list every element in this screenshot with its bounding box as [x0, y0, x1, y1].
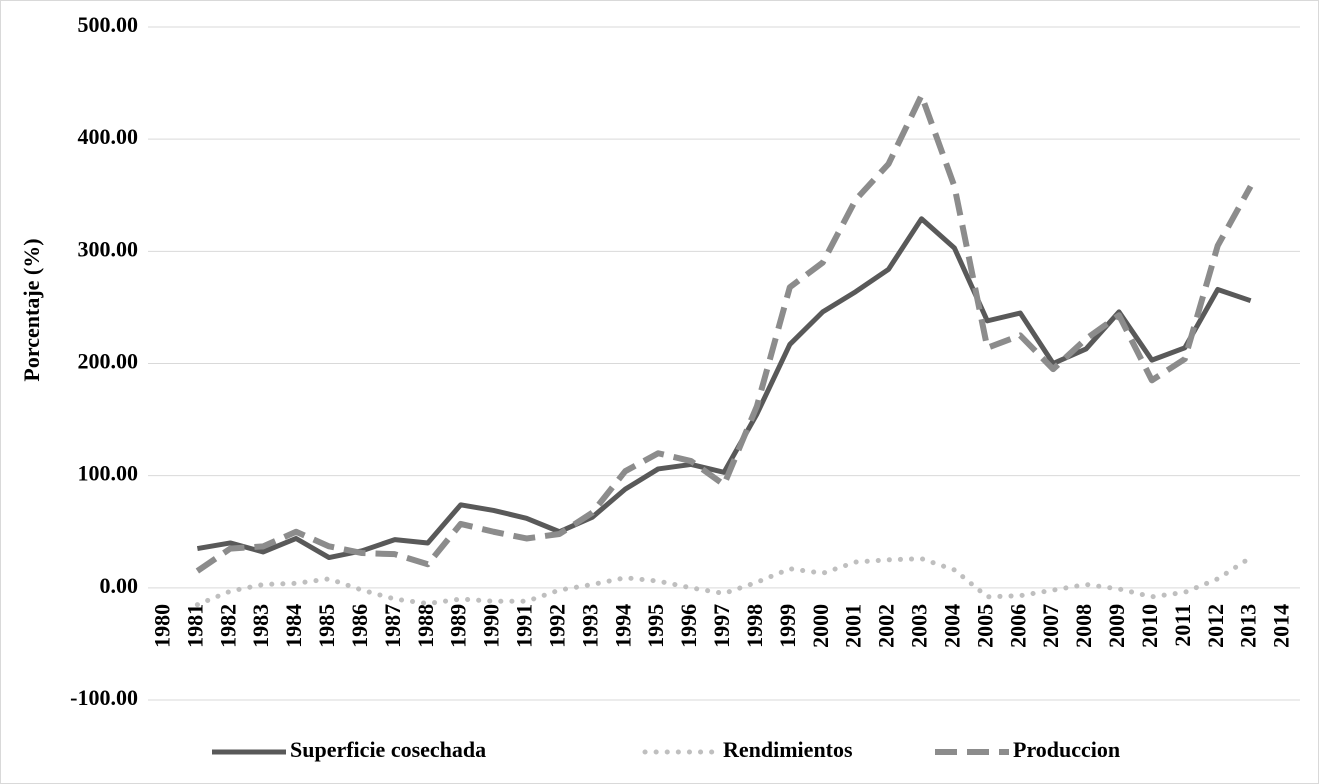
y-tick-label: 200.00 [78, 349, 139, 374]
x-tick-label: 1980 [150, 604, 175, 648]
x-tick-label: 1992 [544, 604, 569, 648]
y-tick-label: 0.00 [100, 573, 139, 598]
x-tick-label: 1998 [742, 604, 767, 648]
x-tick-label: 2010 [1137, 604, 1162, 648]
x-tick-label: 2013 [1236, 604, 1261, 648]
legend-label: Superficie cosechada [290, 737, 486, 762]
x-tick-label: 2007 [1038, 604, 1063, 648]
x-tick-label: 2008 [1071, 604, 1096, 648]
x-tick-label: 1991 [512, 604, 537, 648]
x-tick-label: 1997 [709, 604, 734, 648]
x-tick-label: 1985 [314, 604, 339, 648]
x-tick-label: 1989 [446, 604, 471, 648]
x-tick-label: 2012 [1203, 604, 1228, 648]
series-line [195, 92, 1254, 574]
x-tick-label: 2004 [939, 604, 964, 648]
x-tick-label: 2005 [972, 604, 997, 648]
y-axis-label: Porcentaje (%) [19, 238, 44, 381]
x-tick-label: 2009 [1104, 604, 1129, 648]
y-tick-label: 400.00 [78, 124, 139, 149]
x-tick-label: 1994 [610, 604, 635, 648]
x-tick-label: 2011 [1170, 604, 1195, 647]
x-tick-label: 1986 [347, 604, 372, 648]
x-tick-label: 2001 [841, 604, 866, 648]
x-tick-label: 1983 [248, 604, 273, 648]
x-tick-label: 2002 [874, 604, 899, 648]
y-tick-label: 500.00 [78, 12, 139, 37]
x-tick-label: 1982 [215, 604, 240, 648]
y-tick-label: -100.00 [70, 685, 138, 710]
series-line [194, 555, 1254, 608]
x-tick-label: 1981 [182, 604, 207, 648]
x-tick-label: 1990 [479, 604, 504, 648]
legend-label: Produccion [1013, 737, 1120, 762]
y-tick-label: 300.00 [78, 236, 139, 261]
x-tick-label: 2006 [1005, 604, 1030, 648]
legend-label: Rendimientos [723, 737, 853, 762]
x-tick-label: 1995 [643, 604, 668, 648]
x-tick-label: 1987 [380, 604, 405, 648]
x-tick-label: 2000 [808, 604, 833, 648]
y-tick-label: 100.00 [78, 461, 139, 486]
x-tick-label: 1988 [413, 604, 438, 648]
x-tick-label: 2003 [907, 604, 932, 648]
x-tick-label: 1993 [577, 604, 602, 648]
x-tick-label: 2014 [1269, 604, 1294, 648]
series-line [196, 216, 1252, 561]
x-tick-label: 1996 [676, 604, 701, 648]
x-tick-label: 1984 [281, 604, 306, 648]
x-tick-label: 1999 [775, 604, 800, 648]
